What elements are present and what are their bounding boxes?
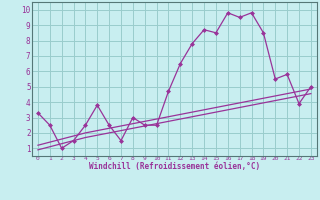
X-axis label: Windchill (Refroidissement éolien,°C): Windchill (Refroidissement éolien,°C) bbox=[89, 162, 260, 171]
